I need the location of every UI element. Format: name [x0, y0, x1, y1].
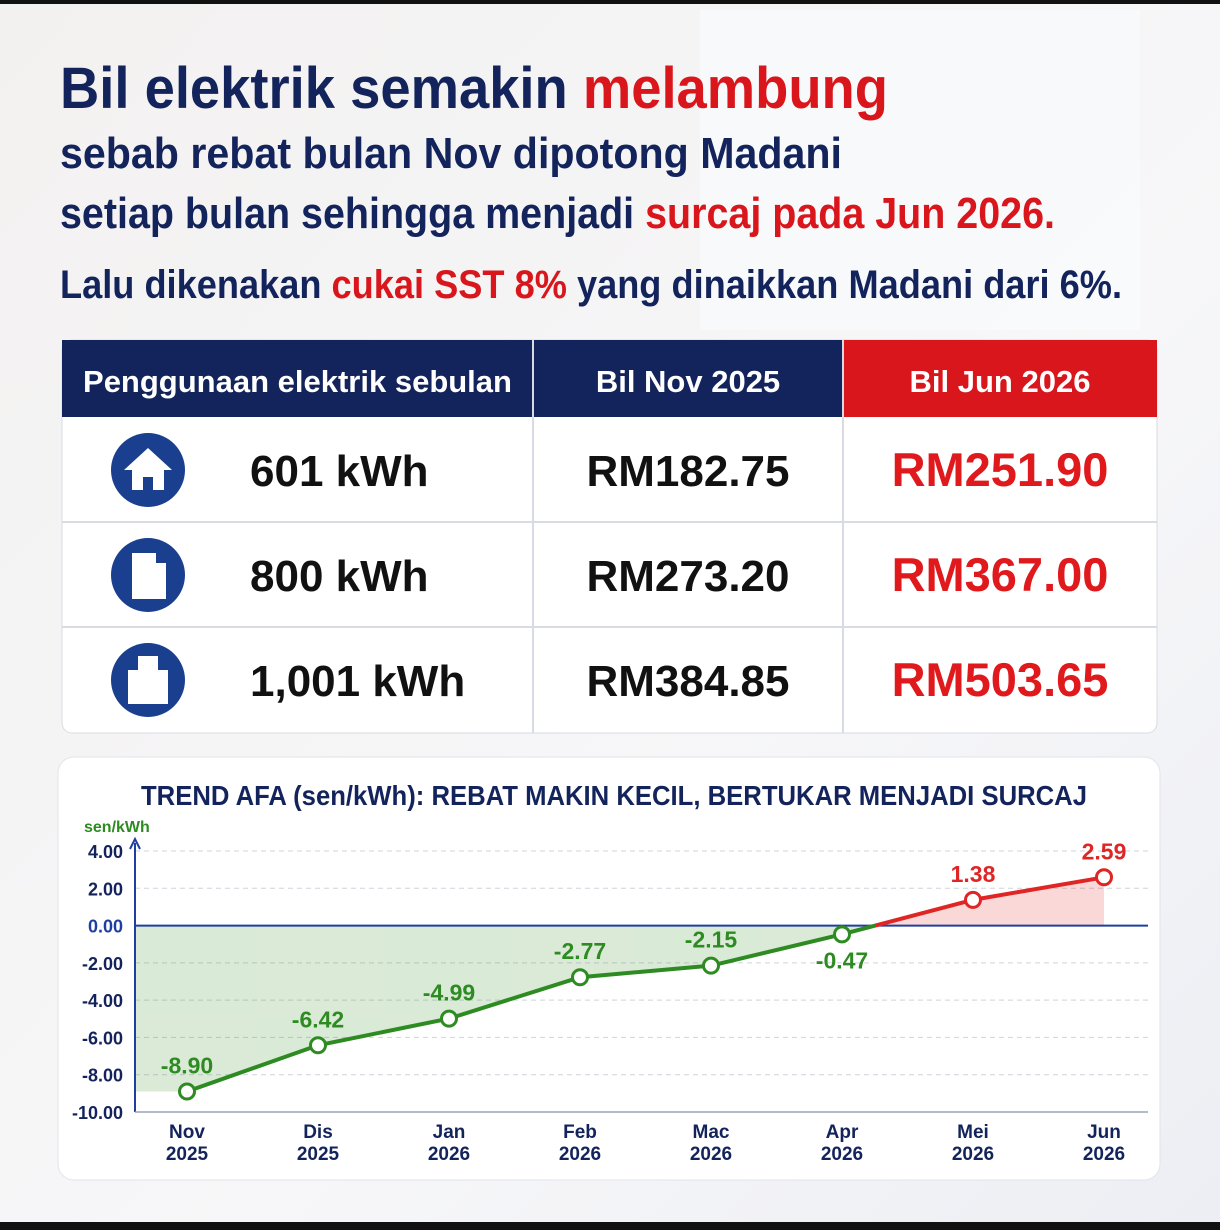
- headline-part: melambung: [583, 56, 888, 121]
- y-axis-arrow: [129, 836, 141, 850]
- headline: setiap bulan sehingga menjadi surcaj pad…: [60, 189, 1055, 238]
- headline-part: sebab rebat bulan Nov dipotong Madani: [60, 129, 842, 178]
- headline-part: surcaj pada Jun 2026.: [645, 189, 1055, 238]
- point: [440, 1009, 458, 1028]
- y-tick-label: 0.00: [88, 917, 123, 937]
- headline: Lalu dikenakan cukai SST 8% yang dinaikk…: [60, 263, 1122, 307]
- x-tick-label: Apr 2026: [821, 1122, 863, 1165]
- x-tick-label: Dis 2025: [297, 1122, 340, 1165]
- headline-part: Lalu dikenakan: [60, 263, 332, 307]
- area: [135, 877, 1104, 1092]
- table-cell: 601 kWh: [250, 447, 429, 496]
- y-axis-label: sen/kWh: [84, 819, 150, 836]
- y-tick-label: -10.00: [72, 1103, 123, 1123]
- table-cell: RM503.65: [892, 653, 1109, 706]
- data-label: -4.99: [423, 980, 475, 1006]
- point: [1095, 868, 1113, 887]
- y-tick-label: -6.00: [82, 1028, 123, 1048]
- x-tick-label: Jan 2026: [428, 1122, 470, 1165]
- data-label: -6.42: [292, 1006, 344, 1032]
- point: [309, 1036, 327, 1055]
- table-header: Bil Jun 2026: [910, 364, 1091, 399]
- line: [186, 875, 1105, 1094]
- headline: Bil elektrik semakin melambung: [60, 56, 888, 121]
- headline-part: setiap bulan sehingga menjadi: [60, 189, 645, 238]
- table-cell: 800 kWh: [250, 552, 429, 601]
- data-label: -2.77: [554, 938, 606, 964]
- y-tick-label: -2.00: [82, 954, 123, 974]
- headline-part: yang dinaikkan Madani dari 6%.: [567, 263, 1122, 307]
- point: [702, 956, 720, 975]
- bottom-border: [0, 1222, 1220, 1230]
- x-tick-label: Feb 2026: [559, 1122, 601, 1165]
- data-label: -2.15: [685, 927, 738, 953]
- table-header: Penggunaan elektrik sebulan: [83, 364, 512, 399]
- point: [571, 968, 589, 987]
- x-tick-label: Jun 2026: [1083, 1122, 1125, 1165]
- chart-title: TREND AFA (sen/kWh): REBAT MAKIN KECIL, …: [141, 780, 1087, 811]
- top-border: [0, 0, 1220, 4]
- table-cell: RM251.90: [892, 443, 1109, 496]
- table-cell: RM384.85: [586, 657, 789, 706]
- x-tick-label: Mac 2026: [690, 1122, 732, 1165]
- row-icon-glyph: [132, 553, 166, 599]
- table-header: Bil Nov 2025: [596, 364, 780, 399]
- data-label: -8.90: [161, 1052, 213, 1078]
- data-label: 2.59: [1082, 838, 1127, 864]
- table-cell: RM182.75: [586, 447, 789, 496]
- data-label: 1.38: [951, 861, 996, 887]
- row-icon-glyph: [124, 448, 172, 490]
- point: [964, 890, 982, 909]
- y-tick-label: 4.00: [88, 842, 123, 862]
- headline-part: Bil elektrik semakin: [60, 56, 583, 121]
- table-cell: RM273.20: [586, 552, 789, 601]
- table-header-cell: [62, 340, 533, 417]
- y-tick-label: -4.00: [82, 991, 123, 1011]
- table-cell: 1,001 kWh: [250, 657, 465, 706]
- data-label: -0.47: [816, 947, 868, 973]
- table-header-cell: [533, 340, 843, 417]
- y-tick-label: -8.00: [82, 1066, 123, 1086]
- headline: sebab rebat bulan Nov dipotong Madani: [60, 129, 842, 178]
- point: [178, 1082, 196, 1101]
- point: [833, 925, 851, 944]
- paper-bill: [700, 10, 1140, 330]
- table-header-cell: [843, 340, 1157, 417]
- headline-part: cukai SST 8%: [332, 263, 567, 307]
- x-tick-label: Nov 2025: [166, 1122, 209, 1165]
- table-cell: RM367.00: [892, 548, 1109, 601]
- y-tick-label: 2.00: [88, 879, 123, 899]
- row-icon-glyph: [128, 656, 168, 704]
- x-tick-label: Mei 2026: [952, 1122, 994, 1165]
